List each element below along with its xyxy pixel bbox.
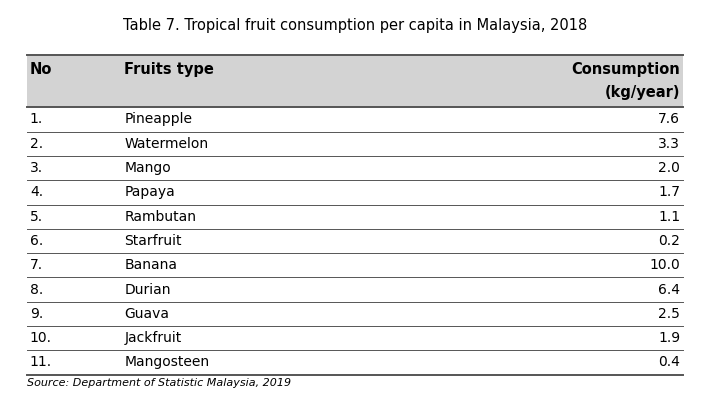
Text: 0.2: 0.2 (658, 234, 680, 248)
Text: 2.: 2. (30, 137, 43, 151)
Text: 3.: 3. (30, 161, 43, 175)
Text: Starfruit: Starfruit (124, 234, 182, 248)
Text: 0.4: 0.4 (658, 356, 680, 369)
Text: 9.: 9. (30, 307, 43, 321)
Text: Fruits type: Fruits type (124, 62, 214, 77)
Text: 8.: 8. (30, 283, 43, 296)
Text: Jackfruit: Jackfruit (124, 331, 182, 345)
Text: 1.: 1. (30, 113, 43, 126)
Text: Rambutan: Rambutan (124, 210, 196, 224)
Text: Mango: Mango (124, 161, 171, 175)
Bar (27, 55, 683, 107)
Text: 7.6: 7.6 (658, 113, 680, 126)
Text: (kg/year): (kg/year) (605, 85, 680, 100)
Text: 1.7: 1.7 (658, 185, 680, 199)
Text: 3.3: 3.3 (658, 137, 680, 151)
Text: Durian: Durian (124, 283, 170, 296)
Text: 6.4: 6.4 (658, 283, 680, 296)
Text: Pineapple: Pineapple (124, 113, 192, 126)
Text: Guava: Guava (124, 307, 169, 321)
Text: Source: Department of Statistic Malaysia, 2019: Source: Department of Statistic Malaysia… (27, 378, 291, 388)
Text: 2.5: 2.5 (658, 307, 680, 321)
Text: 1.9: 1.9 (658, 331, 680, 345)
Text: Banana: Banana (124, 258, 178, 272)
Text: Mangosteen: Mangosteen (124, 356, 209, 369)
Text: 1.1: 1.1 (658, 210, 680, 224)
Text: Table 7. Tropical fruit consumption per capita in Malaysia, 2018: Table 7. Tropical fruit consumption per … (123, 18, 587, 33)
Text: 6.: 6. (30, 234, 43, 248)
Text: 2.0: 2.0 (658, 161, 680, 175)
Text: 4.: 4. (30, 185, 43, 199)
Text: No: No (30, 62, 53, 77)
Text: 11.: 11. (30, 356, 52, 369)
Text: 5.: 5. (30, 210, 43, 224)
Text: 10.: 10. (30, 331, 52, 345)
Text: Watermelon: Watermelon (124, 137, 208, 151)
Text: 10.0: 10.0 (650, 258, 680, 272)
Text: Consumption: Consumption (572, 62, 680, 77)
Text: 7.: 7. (30, 258, 43, 272)
Text: Papaya: Papaya (124, 185, 175, 199)
